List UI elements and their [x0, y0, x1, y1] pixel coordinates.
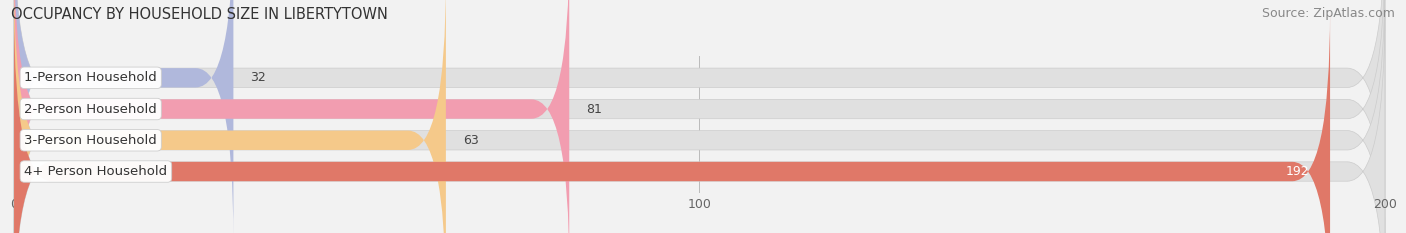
Text: 4+ Person Household: 4+ Person Household: [24, 165, 167, 178]
FancyBboxPatch shape: [14, 0, 1385, 233]
FancyBboxPatch shape: [14, 0, 1385, 233]
Text: 3-Person Household: 3-Person Household: [24, 134, 157, 147]
Text: 192: 192: [1286, 165, 1309, 178]
Text: 32: 32: [250, 71, 266, 84]
FancyBboxPatch shape: [14, 0, 569, 233]
Text: 81: 81: [586, 103, 602, 116]
FancyBboxPatch shape: [14, 0, 446, 233]
Text: 63: 63: [463, 134, 479, 147]
FancyBboxPatch shape: [14, 0, 1385, 233]
Text: Source: ZipAtlas.com: Source: ZipAtlas.com: [1261, 7, 1395, 20]
Text: 2-Person Household: 2-Person Household: [24, 103, 157, 116]
FancyBboxPatch shape: [14, 9, 1330, 233]
FancyBboxPatch shape: [14, 9, 1385, 233]
Text: OCCUPANCY BY HOUSEHOLD SIZE IN LIBERTYTOWN: OCCUPANCY BY HOUSEHOLD SIZE IN LIBERTYTO…: [11, 7, 388, 22]
FancyBboxPatch shape: [14, 0, 233, 233]
Text: 1-Person Household: 1-Person Household: [24, 71, 157, 84]
